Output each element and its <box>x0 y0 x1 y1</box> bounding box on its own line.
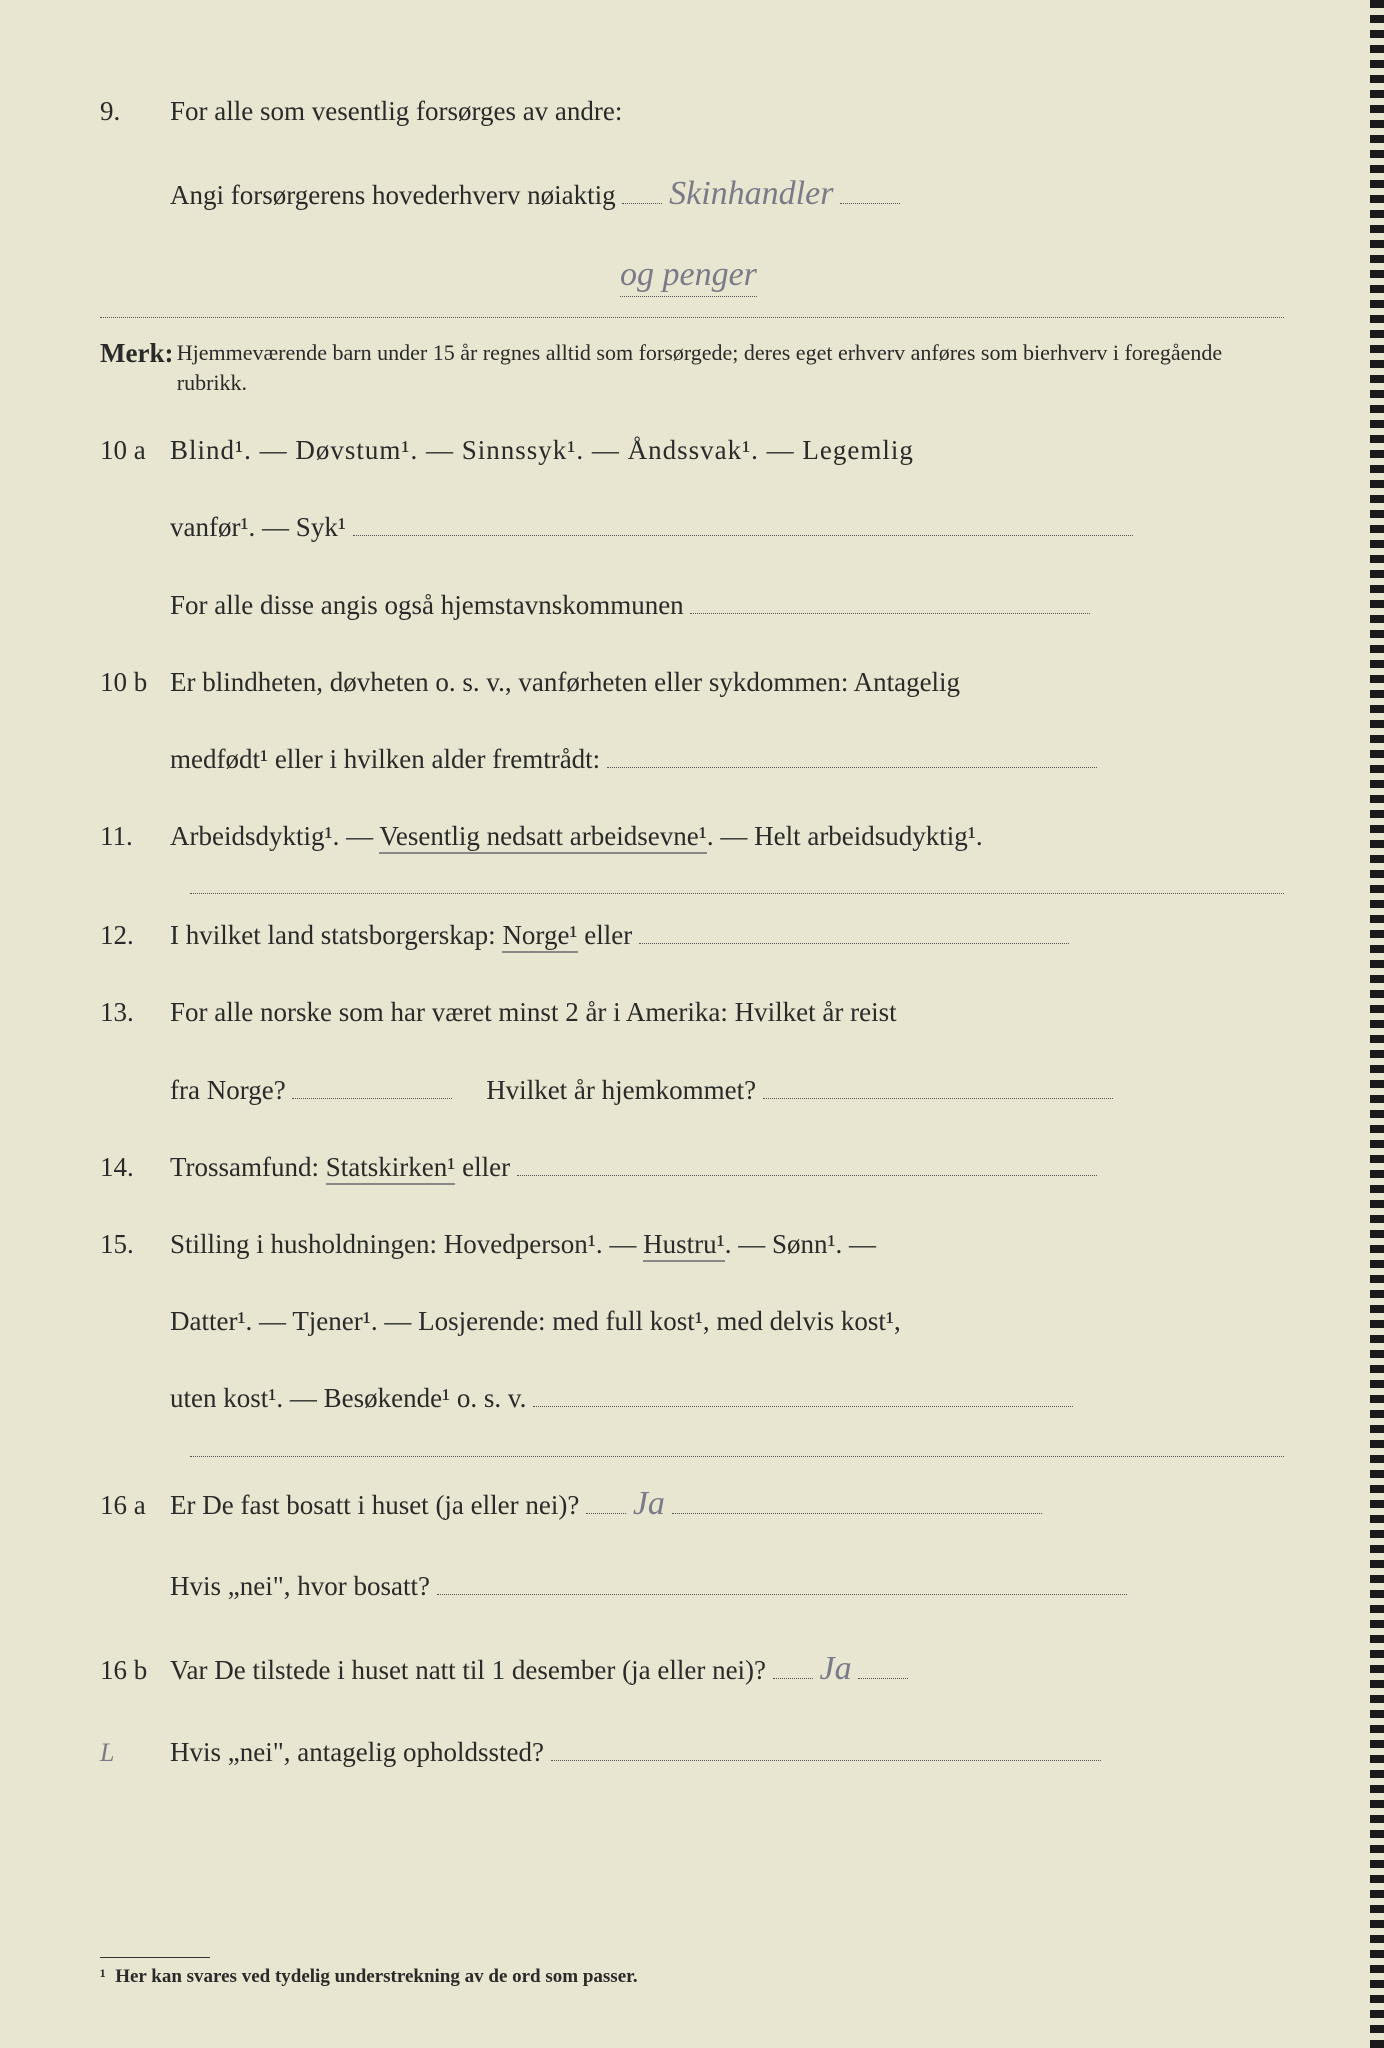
q12-underlined: Norge¹ <box>502 920 577 953</box>
q13-text2a: fra Norge? <box>170 1075 286 1105</box>
q9-handwriting1: Skinhandler <box>669 167 833 221</box>
q10b-number: 10 b <box>100 661 170 704</box>
question-16a-line2: Hvis „nei", hvor bosatt? <box>100 1565 1284 1608</box>
question-16b-line2: L Hvis „nei", antagelig opholdssted? <box>100 1731 1284 1774</box>
question-10a-line1: 10 a Blind¹. — Døvstum¹. — Sinnssyk¹. — … <box>100 429 1284 472</box>
q10b-text1: Er blindheten, døvheten o. s. v., vanfør… <box>170 661 1284 704</box>
q10a-number: 10 a <box>100 429 170 472</box>
question-10a-line2: vanfør¹. — Syk¹ <box>100 506 1284 549</box>
page-perforation <box>1370 0 1384 2048</box>
q14-number: 14. <box>100 1146 170 1189</box>
question-15-line3: uten kost¹. — Besøkende¹ o. s. v. <box>100 1377 1284 1420</box>
merk-note: Merk: Hjemmeværende barn under 15 år reg… <box>100 338 1284 400</box>
question-15-line1: 15. Stilling i husholdningen: Hovedperso… <box>100 1223 1284 1266</box>
question-9-line1: 9. For alle som vesentlig forsørges av a… <box>100 90 1284 133</box>
census-form-page: 9. For alle som vesentlig forsørges av a… <box>0 0 1384 2048</box>
q12-text-c: eller <box>578 920 633 950</box>
question-16b-line1: 16 b Var De tilstede i huset natt til 1 … <box>100 1642 1284 1696</box>
q14-text-a: Trossamfund: <box>170 1152 326 1182</box>
question-13-line2: fra Norge? Hvilket år hjemkommet? <box>100 1069 1284 1112</box>
q14-underlined: Statskirken¹ <box>326 1152 456 1185</box>
q10b-text2: medfødt¹ eller i hvilken alder fremtrådt… <box>170 744 600 774</box>
q15-text3: uten kost¹. — Besøkende¹ o. s. v. <box>170 1383 526 1413</box>
divider <box>190 892 1284 894</box>
q9-number: 9. <box>100 90 170 133</box>
q15-text2: Datter¹. — Tjener¹. — Losjerende: med fu… <box>170 1300 1284 1343</box>
q9-handwriting-line2: og penger <box>620 256 1284 297</box>
question-9-line2: Angi forsørgerens hovederhverv nøiaktig … <box>100 167 1284 221</box>
question-15-line2: Datter¹. — Tjener¹. — Losjerende: med fu… <box>100 1300 1284 1343</box>
merk-text: Hjemmeværende barn under 15 år regnes al… <box>177 338 1281 400</box>
question-14: 14. Trossamfund: Statskirken¹ eller <box>100 1146 1284 1189</box>
q16a-number: 16 a <box>100 1484 170 1527</box>
q16b-text2: Hvis „nei", antagelig opholdssted? <box>170 1737 544 1767</box>
q10a-text1: Blind¹. — Døvstum¹. — Sinnssyk¹. — Åndss… <box>170 429 1284 472</box>
footnote-marker: ¹ <box>100 1966 106 1987</box>
q15-underlined: Hustru¹ <box>643 1229 725 1262</box>
q16b-handwriting: Ja <box>820 1642 852 1696</box>
question-10b-line2: medfødt¹ eller i hvilken alder fremtrådt… <box>100 738 1284 781</box>
question-12: 12. I hvilket land statsborgerskap: Norg… <box>100 914 1284 957</box>
question-11: 11. Arbeidsdyktig¹. — Vesentlig nedsatt … <box>100 815 1284 858</box>
q15-text1a: Stilling i husholdningen: Hovedperson¹. … <box>170 1229 643 1259</box>
q9-text1: For alle som vesentlig forsørges av andr… <box>170 90 1284 133</box>
merk-label: Merk: <box>100 338 170 369</box>
divider <box>100 317 1284 318</box>
q16b-text1: Var De tilstede i huset natt til 1 desem… <box>170 1655 766 1685</box>
q15-number: 15. <box>100 1223 170 1266</box>
footnote-rule <box>100 1957 210 1958</box>
question-10b-line1: 10 b Er blindheten, døvheten o. s. v., v… <box>100 661 1284 704</box>
divider <box>190 1455 1284 1457</box>
q13-number: 13. <box>100 991 170 1034</box>
q16b-mark: L <box>100 1732 170 1774</box>
q16b-number: 16 b <box>100 1649 170 1692</box>
q15-text1c: . — Sønn¹. — <box>725 1229 876 1259</box>
q9-text2: Angi forsørgerens hovederhverv nøiaktig <box>170 180 616 210</box>
question-16a-line1: 16 a Er De fast bosatt i huset (ja eller… <box>100 1477 1284 1531</box>
q16a-text2: Hvis „nei", hvor bosatt? <box>170 1571 430 1601</box>
q13-text2b: Hvilket år hjemkommet? <box>486 1075 756 1105</box>
q11-number: 11. <box>100 815 170 858</box>
q13-text1: For alle norske som har været minst 2 år… <box>170 991 1284 1034</box>
footnote-text: Her kan svares ved tydelig understreknin… <box>115 1966 637 1987</box>
question-13-line1: 13. For alle norske som har været minst … <box>100 991 1284 1034</box>
q12-text-a: I hvilket land statsborgerskap: <box>170 920 502 950</box>
q11-underlined: Vesentlig nedsatt arbeidsevne¹ <box>379 821 707 854</box>
q11-text-a: Arbeidsdyktig¹. — <box>170 821 379 851</box>
q12-number: 12. <box>100 914 170 957</box>
q16a-text1: Er De fast bosatt i huset (ja eller nei)… <box>170 1490 579 1520</box>
footnote: ¹ Her kan svares ved tydelig understrekn… <box>100 1957 638 1988</box>
q14-text-c: eller <box>455 1152 510 1182</box>
q11-text-c: . — Helt arbeidsudyktig¹. <box>707 821 983 851</box>
q9-handwriting2: og penger <box>620 256 757 297</box>
q10a-text3: For alle disse angis også hjemstavnskomm… <box>170 590 684 620</box>
q10a-text2: vanfør¹. — Syk¹ <box>170 512 346 542</box>
q16a-handwriting: Ja <box>633 1477 665 1531</box>
question-10a-line3: For alle disse angis også hjemstavnskomm… <box>100 584 1284 627</box>
